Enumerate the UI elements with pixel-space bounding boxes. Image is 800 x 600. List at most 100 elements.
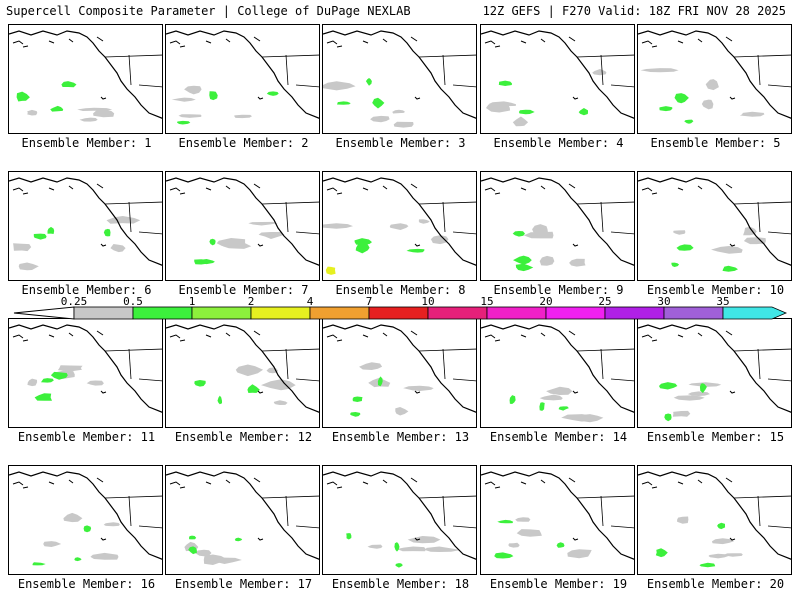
island-outline — [48, 481, 55, 485]
border-line — [767, 231, 791, 235]
ensemble-member-label: Ensemble Member: 7 — [178, 283, 309, 297]
scp-green-area — [394, 542, 400, 552]
legend-tick-label: 1 — [188, 295, 196, 308]
legend-tick-label: 0.5 — [123, 295, 143, 308]
map-graphic — [481, 177, 634, 272]
legend-tick-label: 7 — [365, 295, 373, 308]
map-graphic — [166, 471, 319, 565]
island-outline — [677, 334, 684, 338]
scp-gray-area — [708, 553, 729, 559]
scp-green-area — [50, 105, 64, 112]
scp-green-area — [684, 119, 694, 124]
scp-green-area — [350, 412, 361, 417]
coastline — [481, 30, 634, 119]
border-line — [128, 348, 132, 380]
ensemble-member-label: Ensemble Member: 8 — [335, 283, 466, 297]
scp-green-area — [209, 238, 216, 246]
scp-gray-area — [569, 258, 586, 267]
coastline — [638, 30, 791, 119]
legend-tick-label: 2 — [247, 295, 255, 308]
island-outline — [225, 185, 231, 190]
island-outline — [22, 486, 29, 489]
island-outline — [22, 339, 29, 342]
border-line — [285, 348, 289, 380]
island-outline — [179, 339, 186, 342]
scp-green-area — [194, 380, 206, 387]
map-graphic — [9, 471, 162, 566]
scp-gray-area — [323, 223, 353, 229]
hawaii-islands — [100, 243, 107, 247]
island-outline — [169, 40, 181, 45]
map-graphic — [166, 30, 319, 125]
ensemble-member-label: Ensemble Member: 10 — [646, 283, 785, 297]
border-line — [128, 54, 132, 86]
border-line — [576, 348, 634, 352]
coastline — [166, 177, 319, 266]
island-outline — [96, 477, 104, 483]
color-scale-legend: 0.25 0.5 1 2 4 7 10 15 20 25 30 35 — [0, 295, 800, 322]
hawaii-islands — [414, 537, 421, 541]
legend-tick-label: 30 — [657, 295, 671, 308]
island-outline — [179, 45, 186, 48]
map-graphic — [9, 177, 162, 271]
hawaii-islands — [100, 390, 107, 394]
scp-gray-area — [63, 512, 83, 523]
scp-green-area — [365, 78, 372, 86]
island-outline — [205, 40, 212, 44]
border-line — [104, 348, 162, 352]
scp-gray-area — [640, 68, 679, 73]
legend-tick-label: 20 — [539, 295, 553, 308]
island-outline — [677, 40, 684, 44]
island-outline — [12, 40, 24, 45]
coastline — [323, 30, 476, 119]
scp-gray-area — [235, 364, 264, 377]
scp-green-area — [497, 519, 514, 524]
island-outline — [725, 36, 733, 42]
island-outline — [725, 477, 733, 483]
map-graphic — [323, 324, 476, 417]
island-outline — [697, 38, 703, 43]
border-line — [285, 201, 289, 233]
island-outline — [697, 479, 703, 484]
scp-gray-area — [516, 529, 542, 537]
scp-green-area — [209, 91, 218, 101]
ensemble-member-label: Ensemble Member: 15 — [646, 430, 785, 444]
border-line — [576, 54, 634, 58]
map-graphic — [323, 177, 476, 275]
scp-gray-area — [512, 116, 529, 127]
border-line — [295, 84, 319, 88]
island-outline — [382, 185, 388, 190]
island-outline — [568, 36, 576, 42]
island-outline — [253, 36, 261, 42]
scp-gray-area — [515, 517, 531, 522]
scp-gray-area — [407, 536, 441, 544]
border-line — [104, 201, 162, 205]
scp-gray-area — [389, 223, 409, 230]
map-graphic — [481, 324, 634, 423]
scp-green-area — [372, 97, 385, 109]
border-line — [576, 495, 634, 499]
ensemble-map-panel — [322, 171, 477, 281]
border-line — [128, 201, 132, 233]
island-outline — [96, 183, 104, 189]
scp-gray-area — [430, 235, 449, 245]
border-line — [733, 54, 791, 58]
island-outline — [697, 332, 703, 337]
ensemble-member-label: Ensemble Member: 11 — [17, 430, 156, 444]
island-outline — [641, 481, 653, 486]
border-line — [261, 348, 319, 352]
scp-gray-area — [222, 243, 252, 249]
map-graphic — [9, 324, 162, 413]
scp-green-area — [659, 106, 673, 112]
border-line — [610, 231, 634, 235]
border-line — [128, 495, 132, 527]
scp-gray-area — [739, 111, 765, 117]
map-graphic — [323, 471, 476, 568]
border-line — [600, 54, 604, 86]
scp-gray-area — [712, 538, 734, 545]
coastline — [638, 471, 791, 560]
legend-bar — [13, 306, 788, 320]
scp-green-area — [699, 562, 716, 568]
border-line — [610, 84, 634, 88]
island-outline — [12, 187, 24, 192]
